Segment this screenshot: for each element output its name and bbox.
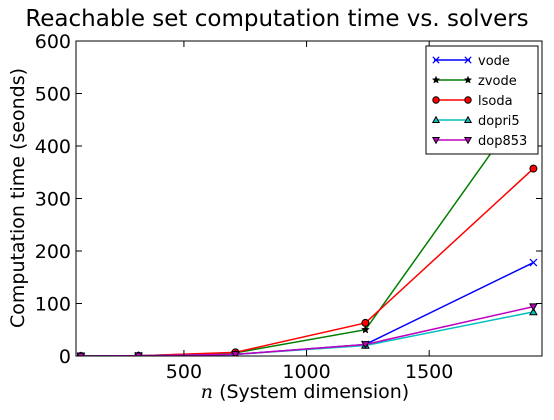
x-axis-label: n (System dimension) xyxy=(201,381,409,403)
x-tick-label: 1500 xyxy=(405,361,453,383)
data-point xyxy=(432,96,440,104)
data-point xyxy=(361,318,370,327)
x-tick-label: 500 xyxy=(166,361,202,383)
y-axis-label: Computation time (seonds) xyxy=(7,68,29,328)
legend-item-zvode: zvode xyxy=(431,74,517,89)
legend: vode zvode lsoda dopri5 dop853 xyxy=(425,45,539,155)
legend-label: vode xyxy=(478,54,510,69)
series-lsoda xyxy=(76,164,538,356)
chart-title: Reachable set computation time vs. solve… xyxy=(25,6,528,32)
y-tick-label: 500 xyxy=(35,84,71,106)
legend-item-dop853: dop853 xyxy=(431,134,527,149)
x-axis-label-variable: n xyxy=(201,381,213,403)
data-point xyxy=(463,75,473,84)
data-point xyxy=(464,56,472,64)
legend-item-vode: vode xyxy=(432,54,510,69)
legend-label: dopri5 xyxy=(478,114,520,129)
data-point xyxy=(464,96,472,104)
legend-label: lsoda xyxy=(478,94,513,109)
data-point xyxy=(76,352,86,356)
data-point xyxy=(529,307,538,316)
y-tick-label: 0 xyxy=(59,346,71,368)
data-point xyxy=(431,115,441,124)
data-point xyxy=(431,75,441,84)
series-dop853 xyxy=(76,303,538,356)
data-point xyxy=(463,136,473,145)
data-point xyxy=(529,303,538,312)
legend-label: dop853 xyxy=(478,134,527,149)
data-point xyxy=(529,164,538,173)
legend-item-dopri5: dopri5 xyxy=(431,114,520,129)
data-point xyxy=(361,341,370,349)
legend-item-lsoda: lsoda xyxy=(432,94,513,109)
x-axis-label-text: (System dimension) xyxy=(213,381,409,403)
data-point xyxy=(432,56,440,64)
data-point xyxy=(463,115,473,124)
y-tick-label: 300 xyxy=(35,189,71,211)
data-point xyxy=(134,352,143,356)
y-tick-label: 400 xyxy=(35,136,71,158)
series-line-vode xyxy=(80,261,534,356)
y-tick-label: 100 xyxy=(35,294,71,316)
series-line-dop853 xyxy=(80,305,534,356)
series-vode xyxy=(76,258,538,356)
data-point xyxy=(360,325,370,334)
series-dopri5 xyxy=(78,307,538,356)
series-line-lsoda xyxy=(80,168,534,356)
x-tick-label: 1000 xyxy=(282,361,330,383)
legend-items: vode zvode lsoda dopri5 dop853 xyxy=(431,54,527,149)
y-tick-label: 200 xyxy=(35,241,71,263)
data-point xyxy=(231,351,240,356)
y-tick-label: 600 xyxy=(35,31,71,53)
ticks-layer: 500 1000 1500 0 100 200 300 400 500 600 xyxy=(35,31,542,383)
legend-label: zvode xyxy=(478,74,517,89)
data-point xyxy=(529,258,538,267)
data-point xyxy=(431,136,441,145)
